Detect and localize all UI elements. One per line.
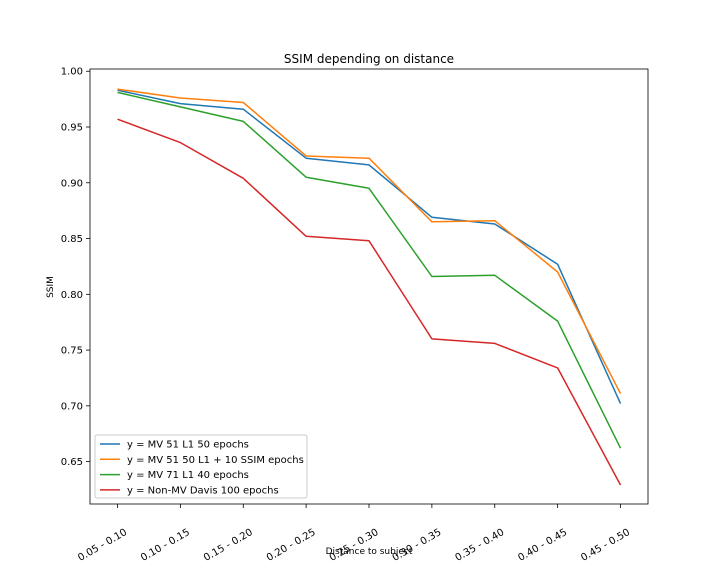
series-line-2 — [117, 88, 622, 394]
legend-label-1: y = MV 51 L1 50 epochs — [127, 440, 249, 451]
x-axis-label: Distance to subject — [326, 547, 413, 557]
legend: y = MV 51 L1 50 epochs y = MV 51 50 L1 + … — [94, 434, 308, 499]
y-tick-label: 0.90 — [61, 178, 83, 189]
legend-box — [94, 434, 308, 499]
legend-label-4: y = Non-MV Davis 100 epochs — [127, 485, 279, 496]
y-axis: 1.00 0.95 0.90 0.85 0.80 0.75 0.70 0.65 — [61, 67, 90, 468]
chart-title: SSIM depending on distance — [284, 52, 454, 66]
y-tick-label: 0.75 — [61, 346, 83, 357]
series-lines — [117, 88, 622, 486]
series-line-1 — [117, 89, 622, 404]
y-tick-label: 1.00 — [61, 67, 83, 78]
x-tick-label: 0.15 - 0.20 — [202, 527, 255, 564]
legend-label-3: y = MV 71 L1 40 epochs — [127, 470, 249, 481]
y-tick-label: 0.70 — [61, 401, 83, 412]
x-tick-label: 0.35 - 0.40 — [454, 527, 507, 564]
y-axis-label: SSIM — [46, 276, 56, 298]
x-tick-label: 0.30 - 0.35 — [391, 527, 444, 564]
x-tick-label: 0.20 - 0.25 — [265, 527, 318, 564]
series-line-4 — [117, 118, 622, 486]
x-tick-label: 0.05 - 0.10 — [76, 527, 129, 564]
x-tick-label: 0.10 - 0.15 — [139, 527, 192, 564]
y-tick-label: 0.85 — [61, 234, 83, 245]
series-line-3 — [117, 91, 622, 449]
x-tick-label: 0.45 - 0.50 — [579, 527, 632, 564]
y-tick-label: 0.65 — [61, 457, 83, 468]
y-tick-label: 0.80 — [61, 290, 83, 301]
x-tick-label: 0.25 - 0.30 — [328, 527, 381, 564]
x-tick-label: 0.40 - 0.45 — [516, 527, 569, 564]
legend-label-2: y = MV 51 50 L1 + 10 SSIM epochs — [127, 455, 304, 466]
y-tick-label: 0.95 — [61, 123, 83, 134]
